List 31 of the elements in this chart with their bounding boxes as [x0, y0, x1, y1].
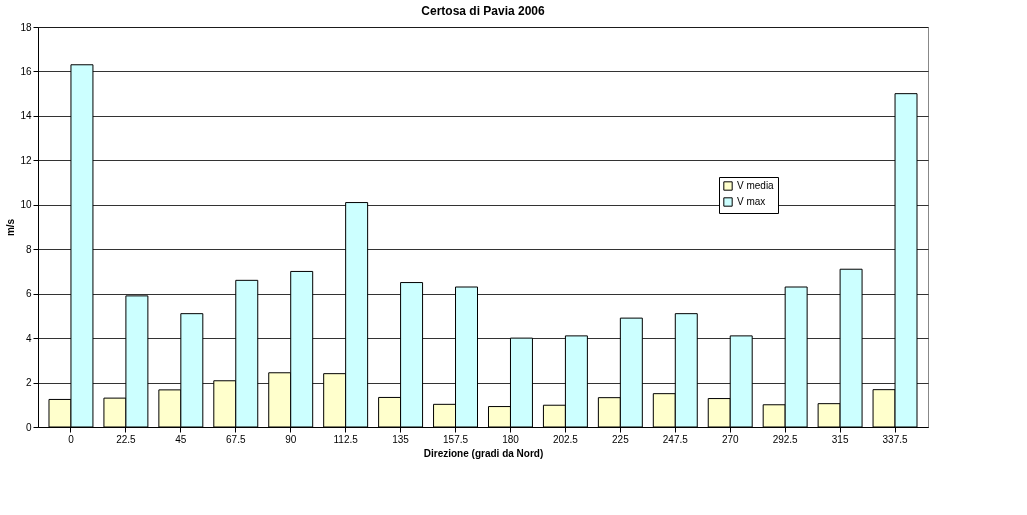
x-tick-label: 270: [721, 433, 739, 445]
x-tick-label: 337.5: [882, 433, 908, 445]
x-tick-label: 112.5: [333, 433, 359, 445]
y-tick-label: 12: [20, 154, 32, 166]
x-tick-label: 202.5: [552, 433, 579, 445]
x-tick-label: 45: [175, 433, 187, 445]
y-axis-title: m/s: [5, 218, 17, 237]
x-tick-label: 22.5: [116, 433, 137, 445]
x-tick-label: 157.5: [443, 433, 469, 445]
x-tick-label: 0: [68, 433, 75, 445]
y-tick-label: 18: [20, 21, 32, 33]
x-tick-label: 247.5: [662, 433, 689, 445]
x-tick-label: 67.5: [226, 433, 246, 445]
x-tick-label: 225: [612, 433, 630, 445]
y-tick-label: 8: [25, 243, 32, 255]
y-tick-label: 0: [25, 421, 32, 433]
x-axis-title: Direzione (gradi da Nord): [423, 447, 544, 459]
y-tick-label: 14: [20, 110, 32, 122]
x-tick-label: 135: [392, 433, 410, 445]
y-tick-label: 16: [20, 65, 32, 77]
chart-title: Certosa di Pavia 2006: [421, 4, 546, 18]
y-tick-label: 6: [25, 288, 32, 300]
x-tick-label: 90: [285, 433, 297, 445]
x-tick-label: 180: [502, 433, 520, 445]
x-tick-label: 292.5: [772, 433, 799, 445]
x-tick-label: 315: [831, 433, 849, 445]
y-tick-label: 4: [25, 332, 32, 344]
legend-label: V media: [737, 180, 775, 191]
y-tick-label: 2: [25, 377, 32, 389]
legend-label: V max: [737, 196, 766, 207]
y-tick-label: 10: [20, 199, 32, 211]
